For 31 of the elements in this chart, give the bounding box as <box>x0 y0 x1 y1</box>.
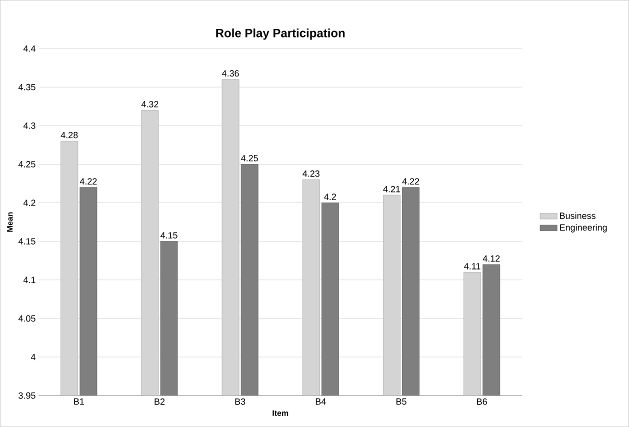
x-tick-label: B4 <box>316 398 326 405</box>
y-tick-label: 4.1 <box>23 276 36 283</box>
y-tick-label: 4.15 <box>18 238 36 244</box>
data-label: 4.23 <box>302 170 320 177</box>
x-tick-label: B3 <box>235 398 246 405</box>
x-tick-label: B6 <box>477 398 487 405</box>
x-tick-label: B2 <box>154 398 165 405</box>
y-tick-label: 4.4 <box>23 45 36 52</box>
y-tick-label: 4.3 <box>23 122 36 129</box>
data-label: 4.32 <box>141 100 158 108</box>
data-label: 4.25 <box>241 154 258 162</box>
data-label: 4.2 <box>324 194 336 200</box>
data-label: 4.15 <box>160 232 178 238</box>
data-label: 4.22 <box>80 178 97 184</box>
y-tick-label: 3.95 <box>18 392 36 399</box>
data-label: 4.28 <box>60 132 78 138</box>
legend-label: Engineering <box>560 224 607 232</box>
data-label: 4.21 <box>383 186 400 192</box>
x-tick-label: B5 <box>396 398 406 405</box>
y-tick-label: 4.05 <box>18 315 36 322</box>
data-label: 4.36 <box>222 70 239 77</box>
data-label: 4.12 <box>482 255 500 262</box>
y-tick-label: 4.25 <box>18 161 36 168</box>
legend-label: Business <box>560 212 596 219</box>
data-label: 4.22 <box>402 178 420 184</box>
chart-title: Role Play Participation <box>216 28 345 40</box>
y-tick-label: 4 <box>30 354 36 360</box>
y-tick-label: 4.2 <box>23 200 36 206</box>
data-label: 4.11 <box>464 263 480 270</box>
x-tick-label: B1 <box>74 398 84 405</box>
y-tick-label: 4.35 <box>18 84 36 90</box>
